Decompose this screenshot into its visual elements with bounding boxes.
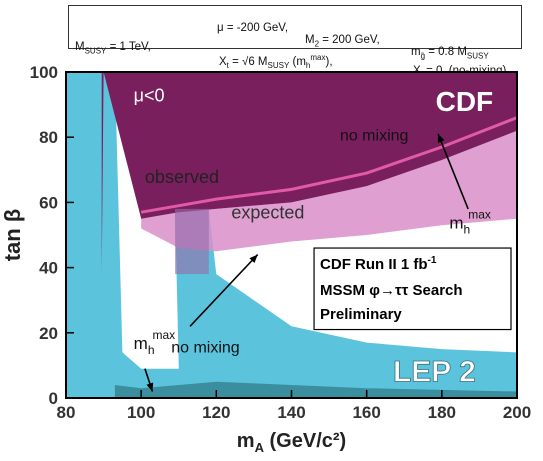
arrow-no-mixing-bottom-shaft <box>189 254 259 327</box>
series-area-cdf <box>101 72 517 275</box>
m2-param: M2 = 200 GeV, <box>305 34 380 49</box>
info-box <box>313 247 512 331</box>
mhmax-left-label: mhmax <box>134 328 176 357</box>
arrow-no-mixing-bottom-head <box>249 254 258 263</box>
xt-max-param: Xt = √6 MSUSY (mhmax), <box>219 53 333 71</box>
expected-label: expected <box>231 203 304 223</box>
plot-area <box>66 72 518 398</box>
y-tick-label-100: 100 <box>30 63 58 82</box>
series-area-lep-2 <box>66 72 517 398</box>
axes: 80 100 120 140 160 180 200 0 20 40 60 80 100 mA (GeV/… <box>0 63 531 455</box>
series-area-expected <box>141 130 517 252</box>
no-mixing-boundary-line <box>140 116 518 214</box>
mhmax-right-label: mhmax <box>449 207 491 236</box>
observed-label: observed <box>145 167 219 187</box>
y-axis-title: tan β <box>0 209 25 262</box>
x-tick-label-100: 100 <box>127 403 155 422</box>
no-mixing-bottom-label: no mixing <box>171 339 239 356</box>
lep2-label: LEP 2 <box>393 356 476 389</box>
x-tick-label-80: 80 <box>57 403 76 422</box>
x-tick-label-140: 140 <box>277 403 305 422</box>
lep-mhmax-band <box>114 381 518 398</box>
overlap-region <box>174 208 209 275</box>
header-line-1: μ = -200 GeV, M2 = 200 GeV, mg̃ = 0.8 MS… <box>69 10 521 70</box>
msusy-param: MSUSY = 1 TeV, <box>75 41 151 56</box>
info-box-line-1: CDF Run II 1 fb-1 <box>320 255 437 273</box>
annotations: μ<0 CDF no mixing observed expected LEP 2 no m… <box>134 85 512 392</box>
arrow-mhmax-right-head <box>437 133 445 143</box>
no-mixing-top-label: no mixing <box>340 127 408 144</box>
x-tick-label-180: 180 <box>428 403 456 422</box>
parameter-header: μ = -200 GeV, M2 = 200 GeV, mg̃ = 0.8 MS… <box>68 5 522 79</box>
mu-param: μ = -200 GeV, <box>217 22 289 34</box>
x-tick-label-200: 200 <box>503 403 531 422</box>
x-tick-label-120: 120 <box>202 403 230 422</box>
mgluino-param: mg̃ = 0.8 MSUSY <box>411 46 489 61</box>
mu-sign-label: μ<0 <box>134 85 165 105</box>
x-tick-label-160: 160 <box>352 403 380 422</box>
x-axis-title: mA (GeV/c²) <box>237 430 346 455</box>
cdf-label: CDF <box>436 86 494 117</box>
arrow-mhmax-right-shaft <box>437 133 469 210</box>
y-tick-label-40: 40 <box>39 259 58 278</box>
info-box-line-3: Preliminary <box>320 306 402 323</box>
y-tick-label-60: 60 <box>39 193 58 212</box>
y-tick-label-0: 0 <box>49 389 58 408</box>
y-tick-label-20: 20 <box>39 324 58 343</box>
info-box-line-2: MSSM φ→ττ Search <box>320 282 463 299</box>
y-tick-label-80: 80 <box>39 128 58 147</box>
arrow-mhmax-left-head <box>146 382 154 392</box>
